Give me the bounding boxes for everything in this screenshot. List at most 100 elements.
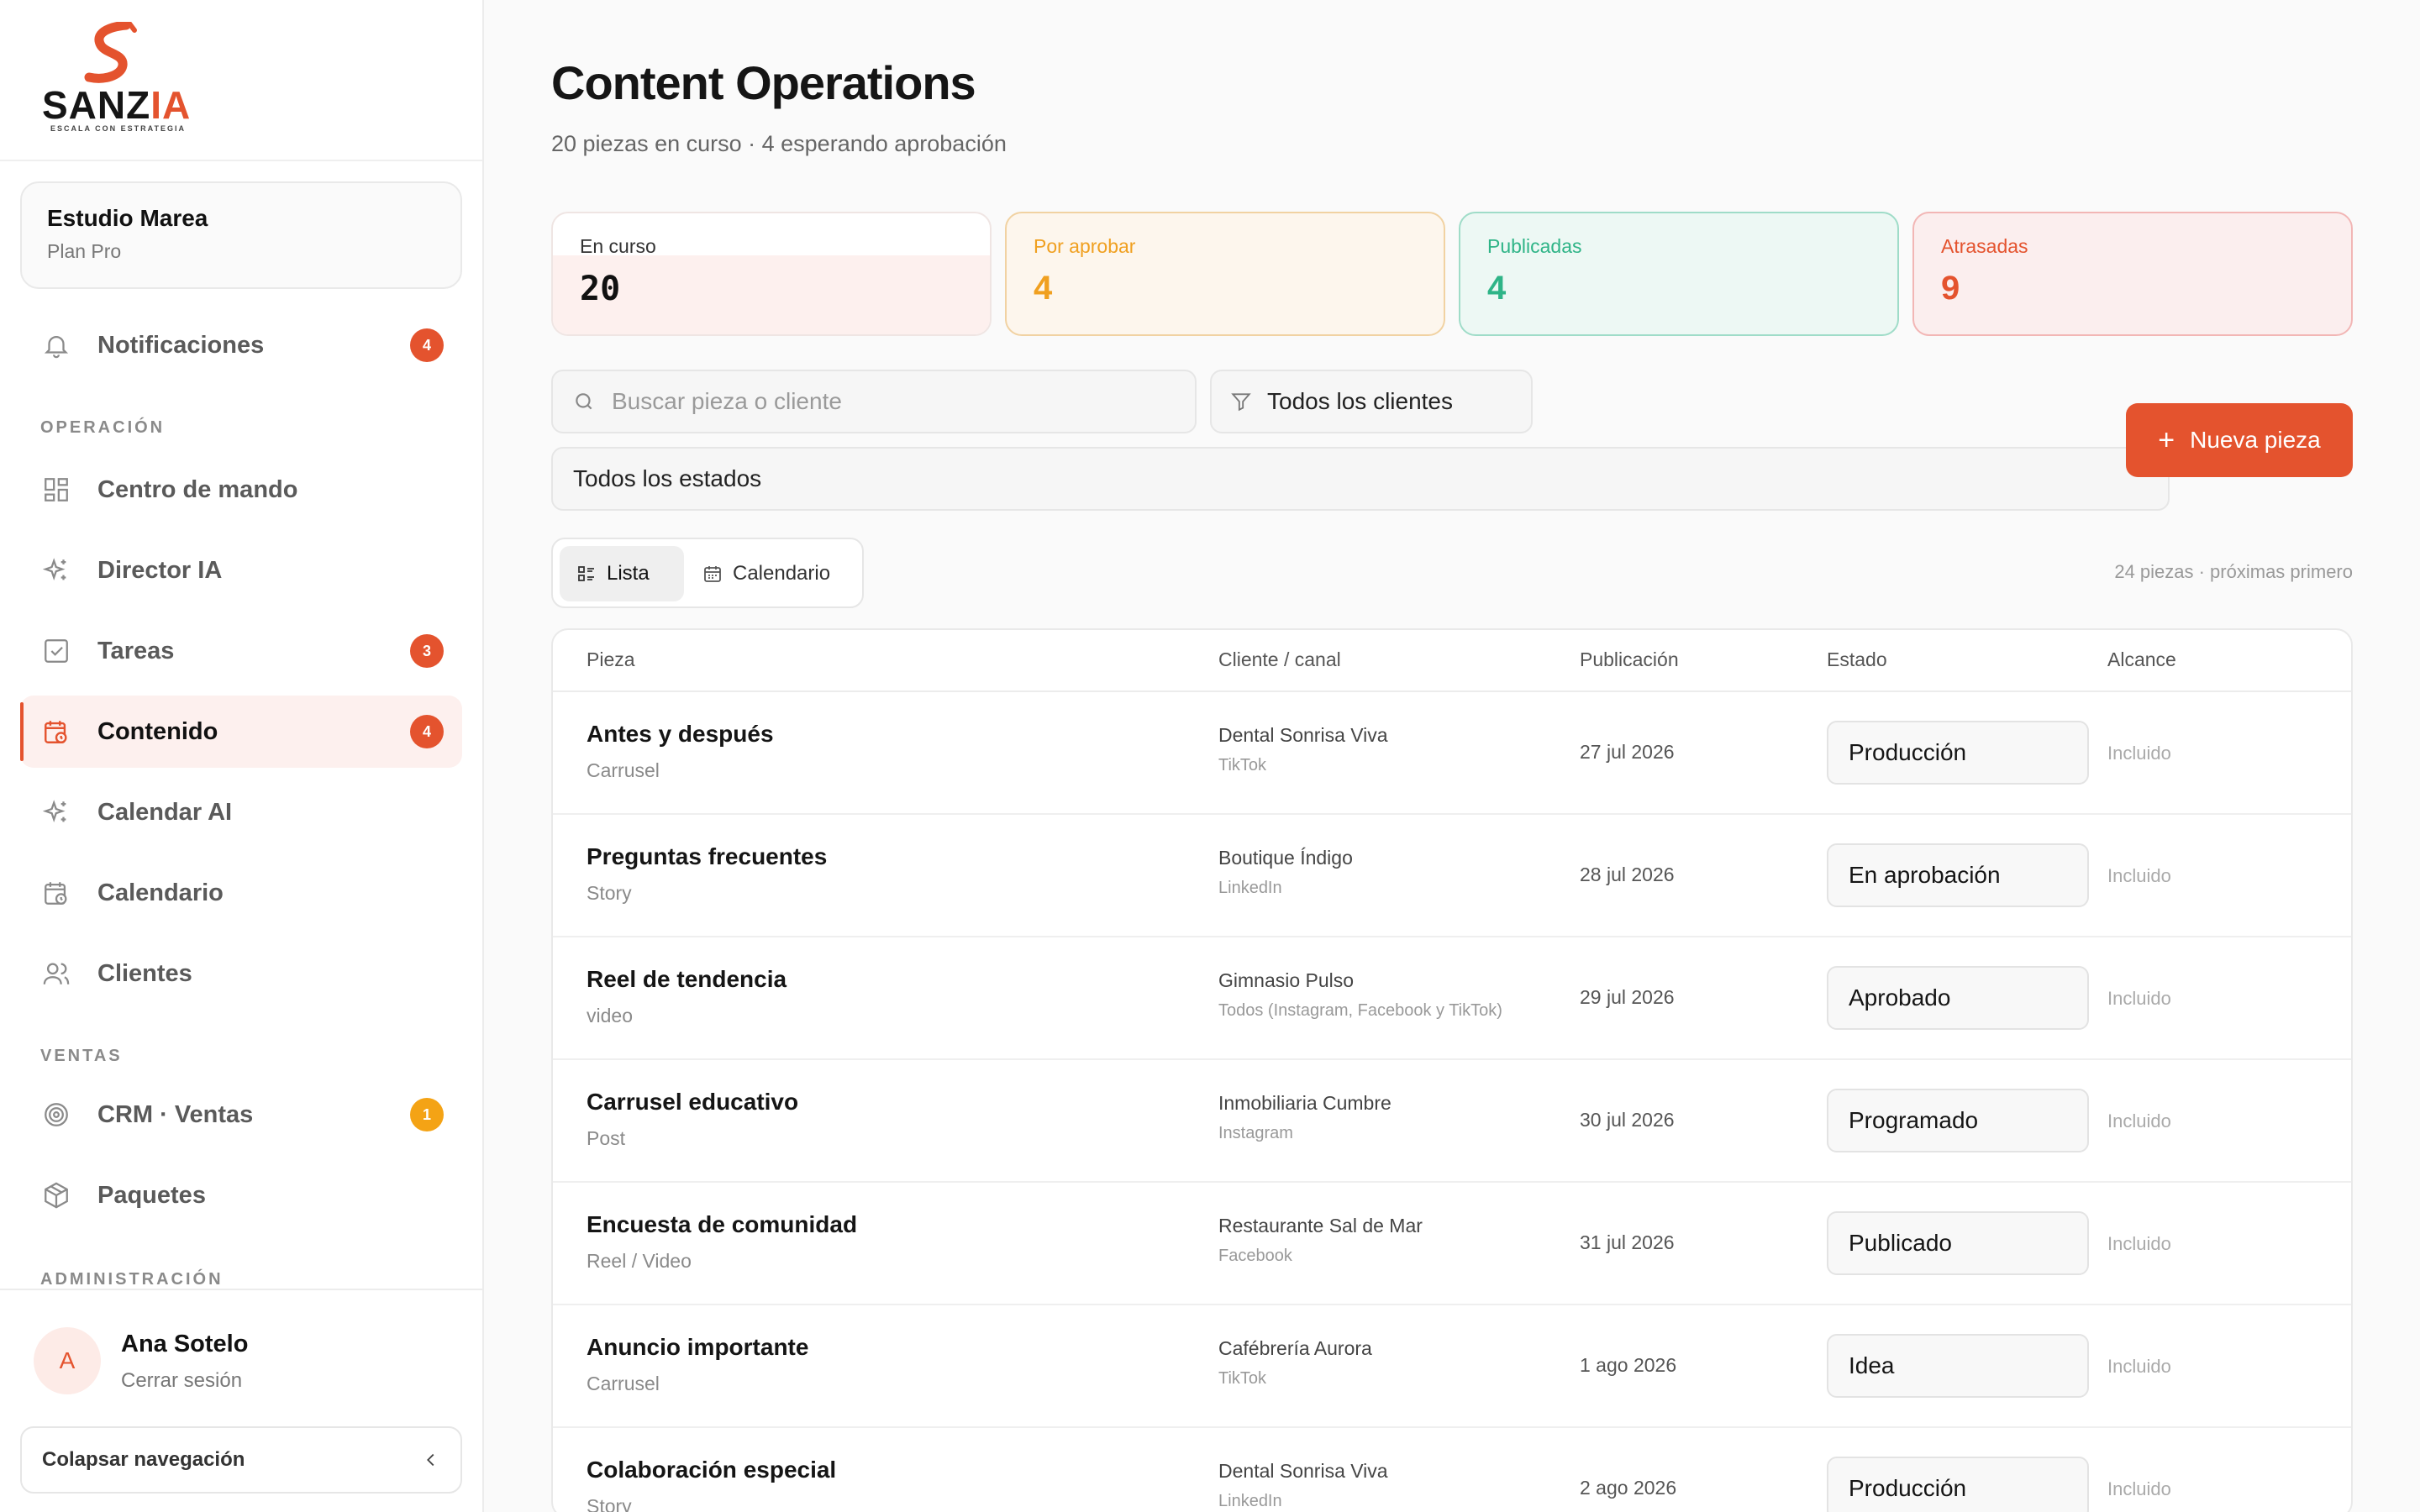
piece-type: Carrusel: [587, 1373, 660, 1394]
piece-title[interactable]: Reel de tendencia: [587, 966, 787, 992]
client-channel: Instagram: [1218, 1124, 1293, 1142]
piece-title[interactable]: Antes y después: [587, 721, 774, 747]
notifications-count-badge: 4: [410, 328, 444, 362]
status-select[interactable]: Idea: [1827, 1334, 2089, 1398]
table-row[interactable]: Preguntas frecuentes Story Boutique Índi…: [553, 815, 2351, 937]
piece-title[interactable]: Anuncio importante: [587, 1334, 809, 1360]
section-label-admin: ADMINISTRACIÓN: [40, 1270, 224, 1289]
stat-card-pending-approval[interactable]: Por aprobar 4: [1005, 212, 1445, 336]
pieces-count-note: 24 piezas · próximas primero: [2114, 561, 2353, 582]
status-select[interactable]: Publicado: [1827, 1211, 2089, 1275]
sidebar-item-command-center[interactable]: Centro de mando: [20, 454, 462, 526]
column-header-client[interactable]: Cliente / canal: [1218, 648, 1341, 670]
piece-title[interactable]: Carrusel educativo: [587, 1089, 799, 1115]
sidebar-item-label: Tareas: [97, 637, 175, 664]
chevron-left-icon: [427, 1453, 434, 1467]
table-header: Pieza Cliente / canal Publicación Estado…: [553, 630, 2351, 692]
column-header-piece[interactable]: Pieza: [587, 648, 635, 670]
status-select[interactable]: Programado: [1827, 1089, 2089, 1152]
table-row[interactable]: Colaboración especial Story Dental Sonri…: [553, 1428, 2351, 1512]
table-row[interactable]: Encuesta de comunidad Reel / Video Resta…: [553, 1183, 2351, 1305]
brand-logo[interactable]: SANZIA ESCALA CON ESTRATEGIA: [0, 0, 482, 161]
sidebar-item-content[interactable]: Contenido 4: [20, 696, 462, 768]
sidebar-item-clients[interactable]: Clientes: [20, 937, 462, 1010]
client-channel: LinkedIn: [1218, 879, 1282, 897]
stat-card-in-progress[interactable]: En curso 20: [551, 212, 992, 336]
publication-date: 27 jul 2026: [1580, 741, 1675, 763]
piece-title[interactable]: Preguntas frecuentes: [587, 843, 828, 869]
sidebar-item-packages[interactable]: Paquetes: [20, 1159, 462, 1231]
brand-s-mark-icon: [84, 22, 137, 83]
sidebar-item-calendar[interactable]: Calendario: [20, 857, 462, 929]
users-icon: [40, 958, 72, 990]
piece-title[interactable]: Colaboración especial: [587, 1457, 837, 1483]
table-row[interactable]: Reel de tendencia video Gimnasio Pulso T…: [553, 937, 2351, 1060]
client-name: Gimnasio Pulso: [1218, 969, 1355, 991]
sparkles-icon: [40, 796, 72, 828]
tab-label: Calendario: [733, 562, 831, 585]
stat-card-published[interactable]: Publicadas 4: [1459, 212, 1899, 336]
piece-title[interactable]: Encuesta de comunidad: [587, 1211, 858, 1237]
piece-type: video: [587, 1005, 633, 1026]
stat-card-overdue[interactable]: Atrasadas 9: [1912, 212, 2353, 336]
status-filter-select[interactable]: Todos los estados: [551, 447, 2170, 511]
reach-value: Incluido: [2107, 1110, 2171, 1131]
client-channel: LinkedIn: [1218, 1492, 1282, 1510]
target-icon: [40, 1099, 72, 1131]
crm-count-badge: 1: [410, 1098, 444, 1131]
search-input[interactable]: [612, 388, 1133, 415]
stat-value: 20: [580, 270, 621, 308]
sidebar-item-label: Paquetes: [97, 1181, 206, 1209]
sidebar-item-label: Centro de mando: [97, 475, 298, 503]
page-title: Content Operations: [551, 56, 976, 109]
sidebar-item-tasks[interactable]: Tareas 3: [20, 615, 462, 687]
page-subtitle: 20 piezas en curso · 4 esperando aprobac…: [551, 131, 1007, 156]
sidebar-item-label: Contenido: [97, 717, 218, 745]
column-header-status[interactable]: Estado: [1827, 648, 1887, 670]
sidebar-item-crm-sales[interactable]: CRM · Ventas 1: [20, 1079, 462, 1151]
reach-value: Incluido: [2107, 865, 2171, 886]
status-select[interactable]: Producción: [1827, 721, 2089, 785]
grid-icon: [40, 474, 72, 506]
workspace-plan: Plan Pro: [47, 240, 122, 262]
client-name: Restaurante Sal de Mar: [1218, 1215, 1423, 1236]
logout-link[interactable]: Cerrar sesión: [121, 1369, 243, 1392]
avatar[interactable]: A: [34, 1327, 101, 1394]
status-select[interactable]: En aprobación: [1827, 843, 2089, 907]
new-piece-button[interactable]: + Nueva pieza: [2126, 403, 2353, 477]
collapse-nav-label: Colapsar navegación: [42, 1448, 245, 1471]
reach-value: Incluido: [2107, 988, 2171, 1009]
sidebar-item-notifications[interactable]: Notificaciones 4: [20, 309, 462, 381]
table-row[interactable]: Carrusel educativo Post Inmobiliaria Cum…: [553, 1060, 2351, 1183]
reach-value: Incluido: [2107, 1478, 2171, 1499]
content-table: Pieza Cliente / canal Publicación Estado…: [551, 628, 2353, 1512]
stat-label: Atrasadas: [1941, 235, 2028, 257]
checkbox-icon: [40, 635, 72, 667]
client-filter-select[interactable]: Todos los clientes: [1210, 370, 1533, 433]
collapse-nav-button[interactable]: Colapsar navegación: [20, 1426, 462, 1494]
column-header-publication[interactable]: Publicación: [1580, 648, 1679, 670]
stat-label: En curso: [580, 235, 656, 257]
tab-label: Lista: [607, 562, 650, 585]
column-header-reach[interactable]: Alcance: [2107, 648, 2176, 670]
table-row[interactable]: Antes y después Carrusel Dental Sonrisa …: [553, 692, 2351, 815]
piece-type: Post: [587, 1127, 626, 1149]
status-select[interactable]: Producción: [1827, 1457, 2089, 1512]
workspace-switcher[interactable]: Estudio Marea Plan Pro: [20, 181, 462, 289]
package-icon: [40, 1179, 72, 1211]
search-box: [551, 370, 1197, 433]
publication-date: 29 jul 2026: [1580, 986, 1675, 1008]
bell-icon: [40, 329, 72, 361]
content-count-badge: 4: [410, 715, 444, 748]
sidebar-item-director-ai[interactable]: Director IA: [20, 534, 462, 606]
tab-list-view[interactable]: Lista: [560, 546, 684, 601]
status-select[interactable]: Aprobado: [1827, 966, 2089, 1030]
sidebar-item-calendar-ai[interactable]: Calendar AI: [20, 776, 462, 848]
stat-value: 4: [1034, 270, 1053, 307]
reach-value: Incluido: [2107, 743, 2171, 764]
client-channel: Facebook: [1218, 1247, 1292, 1265]
table-row[interactable]: Anuncio importante Carrusel Cafébrería A…: [553, 1305, 2351, 1428]
piece-type: Carrusel: [587, 759, 660, 781]
plus-icon: +: [2158, 424, 2175, 456]
tab-calendar-view[interactable]: Calendario: [686, 546, 859, 601]
